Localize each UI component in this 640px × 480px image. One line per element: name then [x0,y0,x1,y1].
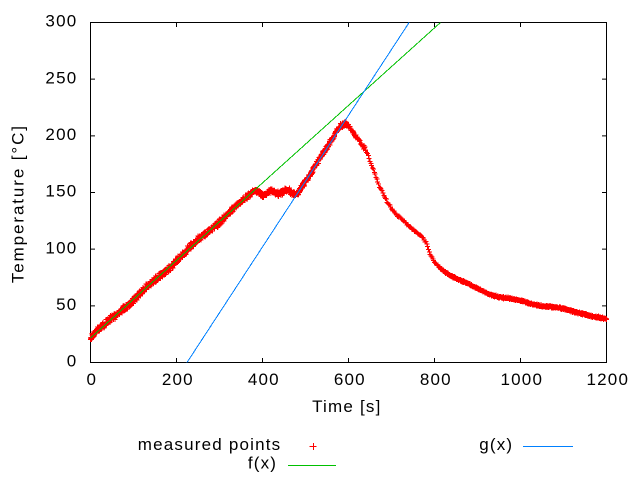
svg-text:600: 600 [334,370,366,389]
svg-text:150: 150 [45,182,77,201]
svg-text:Temperature [°C]: Temperature [°C] [9,124,28,283]
svg-text:0: 0 [86,370,97,389]
svg-text:g(x): g(x) [479,435,513,454]
svg-text:measured points: measured points [138,435,282,454]
svg-text:f(x): f(x) [248,453,277,472]
svg-text:1000: 1000 [500,370,543,389]
svg-text:200: 200 [162,370,194,389]
svg-text:Time [s]: Time [s] [312,397,381,416]
svg-text:0: 0 [67,352,78,371]
svg-text:250: 250 [45,68,77,87]
svg-text:50: 50 [56,295,77,314]
svg-text:300: 300 [45,12,77,31]
svg-text:400: 400 [248,370,280,389]
svg-text:1200: 1200 [586,370,629,389]
svg-text:200: 200 [45,125,77,144]
svg-text:800: 800 [420,370,452,389]
svg-text:100: 100 [45,238,77,257]
